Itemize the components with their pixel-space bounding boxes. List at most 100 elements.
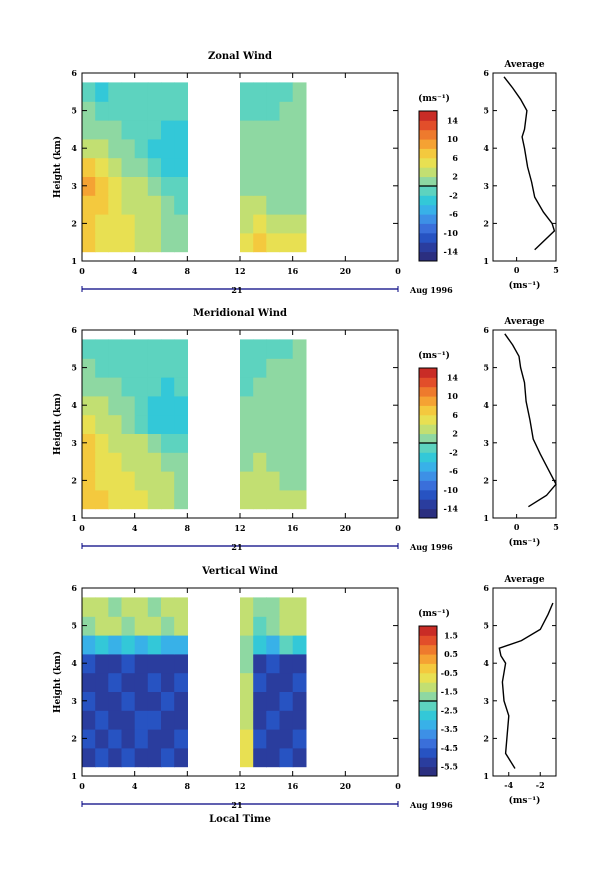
heatmap-cell — [161, 214, 175, 234]
heatmap-cell — [292, 471, 307, 491]
y-tick-label: 2 — [71, 218, 77, 228]
heatmap-cell — [147, 377, 162, 397]
average-y-tick-label: 6 — [483, 583, 489, 593]
average-frame — [492, 72, 557, 262]
heatmap-cell — [95, 635, 109, 655]
heatmap-cell — [174, 489, 188, 510]
heatmap-cell — [266, 82, 281, 102]
heatmap-cell — [253, 635, 267, 655]
heatmap-cell — [292, 653, 307, 674]
colorbar-tick-label: 6 — [452, 410, 458, 420]
heatmap-cell — [82, 395, 96, 416]
heatmap-cell — [161, 232, 175, 253]
heatmap-cell — [292, 395, 307, 416]
heatmap-cell — [161, 489, 175, 510]
colorbar-swatch — [419, 626, 437, 636]
heatmap-cell — [292, 433, 307, 453]
heatmap-cell — [147, 232, 162, 253]
heatmap-cell — [161, 433, 175, 453]
colorbar-tick-label: -6 — [449, 466, 458, 476]
heatmap-cell — [161, 138, 175, 159]
heatmap-cell — [134, 414, 149, 434]
heatmap-cell — [82, 635, 96, 655]
heatmap-cell — [134, 452, 149, 472]
heatmap-cell — [95, 214, 109, 234]
colorbar-tick-label: -4.5 — [441, 743, 458, 753]
heatmap-cell — [82, 672, 96, 692]
x-tick-label: 20 — [340, 266, 352, 276]
colorbar-tick-label: -6 — [449, 209, 458, 219]
heatmap-cell — [266, 471, 281, 491]
heatmap-cell — [108, 101, 123, 121]
heatmap-cell — [266, 101, 281, 121]
heatmap-cell — [279, 195, 294, 215]
colorbar-swatch — [419, 644, 437, 655]
average-y-tick-label: 3 — [483, 181, 489, 191]
heatmap-cell — [134, 377, 149, 397]
colorbar-swatch — [419, 499, 437, 510]
heatmap-cell — [147, 138, 162, 159]
heatmap-cell — [292, 616, 307, 636]
heatmap-cell — [147, 214, 162, 234]
heatmap-cell — [161, 653, 175, 674]
average-x-tick-label: 5 — [553, 522, 559, 532]
x-tick-label: 8 — [185, 266, 191, 276]
heatmap-cell — [147, 452, 162, 472]
heatmap-cell — [253, 616, 267, 636]
colorbar-tick-label: 1.5 — [444, 630, 458, 640]
colorbar-swatch — [419, 251, 437, 262]
colorbar-swatch — [419, 167, 437, 178]
average-y-tick-label: 6 — [483, 325, 489, 335]
panel-title: Vertical Wind — [201, 566, 278, 577]
y-tick-label: 5 — [71, 621, 77, 631]
panel-title: Meridional Wind — [193, 308, 287, 319]
heatmap-cell — [292, 635, 307, 655]
heatmap-cell — [82, 138, 96, 159]
heatmap-cell — [108, 395, 123, 416]
heatmap-cell — [121, 195, 136, 215]
heatmap-cell — [161, 710, 175, 730]
heatmap-cell — [240, 672, 254, 692]
x-tick-label: 8 — [185, 523, 191, 533]
y-tick-label: 2 — [71, 475, 77, 485]
heatmap-cell — [147, 395, 162, 416]
heatmap-cell — [82, 729, 96, 749]
colorbar-swatch — [419, 701, 437, 711]
date-label: Aug 1996 — [409, 542, 453, 552]
heatmap-cell — [108, 138, 123, 159]
heatmap-cell — [147, 672, 162, 692]
heatmap-cell — [161, 616, 175, 636]
average-frame — [492, 587, 557, 777]
y-tick-label: 3 — [71, 696, 77, 706]
colorbar-swatch — [419, 682, 437, 693]
heatmap-cell — [161, 597, 175, 617]
heatmap-cell — [279, 710, 294, 730]
average-title: Average — [503, 60, 544, 70]
heatmap-cell — [108, 691, 123, 711]
colorbar-swatch — [419, 710, 437, 721]
y-tick-label: 5 — [71, 363, 77, 373]
colorbar-tick-label: 2 — [452, 429, 458, 439]
average-profile-line — [503, 76, 556, 251]
heatmap-cell — [121, 101, 136, 121]
heatmap-cell — [161, 82, 175, 102]
y-tick-label: 4 — [71, 658, 77, 668]
average-y-tick-label: 2 — [483, 218, 489, 228]
heatmap-cell — [82, 120, 96, 140]
colorbar-swatch — [419, 443, 437, 453]
heatmap-cell — [266, 616, 281, 636]
heatmap-cell — [121, 358, 136, 378]
heatmap-cell — [253, 101, 267, 121]
heatmap-cell — [108, 414, 123, 434]
heatmap-cell — [292, 747, 307, 768]
heatmap-cell — [266, 433, 281, 453]
x-tick-label: 16 — [287, 266, 299, 276]
heatmap-cell — [266, 195, 281, 215]
heatmap-cell — [161, 635, 175, 655]
heatmap-cell — [240, 101, 254, 121]
colorbar-swatch — [419, 738, 437, 749]
heatmap-cell — [292, 120, 307, 140]
heatmap-cell — [95, 471, 109, 491]
colorbar-swatch — [419, 405, 437, 416]
